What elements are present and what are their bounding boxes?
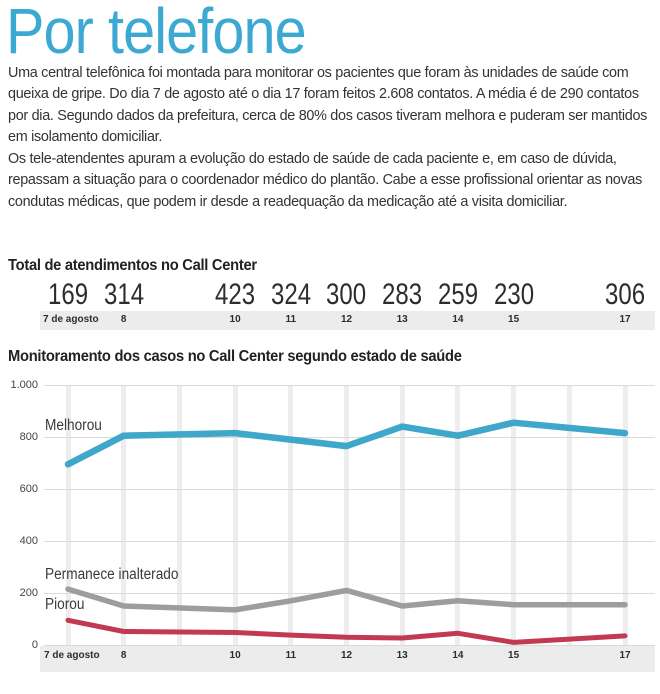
total-value: 300 [302,280,392,310]
total-value: 324 [246,280,336,310]
day-stripe [622,385,628,645]
total-value: 283 [357,280,447,310]
grid-line-y [44,489,655,490]
series-line-permanece-inalterado [65,586,628,613]
total-value: 259 [413,280,503,310]
total-value-text: 259 [437,278,478,311]
y-tick-label: 200 [19,586,38,599]
day-stripe [232,385,238,645]
total-date-label: 10 [229,314,241,325]
x-tick-label: 10 [229,650,241,661]
total-value-text: 230 [493,278,534,311]
x-tick-label: 13 [396,650,408,661]
total-value: 306 [580,280,660,310]
totals-row: 169 314 423 324 300 283 259 230 306 7 de agosto 8 1… [0,278,660,332]
total-date-label: 7 de agosto [43,314,99,325]
total-value-text: 300 [326,278,367,311]
y-tick-label: 0 [31,638,38,651]
x-tick-label: 15 [508,650,520,661]
page-title: Por telefone [6,0,307,67]
total-date-label: 12 [340,314,353,325]
day-stripe [176,385,182,645]
total-value-text: 169 [47,278,89,311]
day-stripe [399,385,405,645]
total-date-label: 8 [120,314,127,325]
total-value: 230 [469,280,559,310]
series-label-permanece-inalterado: Permanece inalterado [45,566,197,584]
grid-line-y [44,437,655,438]
day-stripe [566,385,572,645]
series-line-piorou [65,617,628,645]
line-chart: 0 200 400 600 800 1.000 7 de agosto 8 10 11 12 13 14… [0,374,660,694]
x-tick-label: 14 [452,650,464,661]
y-tick-label: 600 [19,482,38,495]
total-value-text: 283 [382,278,423,311]
grid-line-y [44,541,655,542]
series-label-melhorou: Melhorou [45,417,110,435]
total-value-text: 324 [270,278,311,311]
total-value-text: 314 [103,278,144,311]
total-value: 423 [190,280,280,310]
day-stripe [121,385,127,645]
x-tick-label: 8 [120,650,127,661]
series-label-text: Piorou [45,596,85,613]
x-tick-label: 7 de agosto [44,650,100,661]
day-stripe [288,385,294,645]
x-tick-label: 12 [340,650,353,661]
y-tick-label: 400 [19,534,38,547]
total-value-text: 306 [604,278,646,311]
total-date-label: 13 [396,314,408,325]
totals-axis-band [40,311,655,330]
intro-paragraph-1: Uma central telefônica foi montada para … [8,65,648,145]
total-value: 314 [79,280,169,310]
chart-canvas [64,419,629,645]
series-label-piorou: Piorou [45,596,90,614]
y-tick-label: 1.000 [10,378,38,391]
total-date-label: 17 [619,314,631,325]
y-tick-label: 800 [19,430,38,443]
day-stripe [455,385,461,645]
total-value: 169 [23,280,113,310]
totals-heading: Total de atendimentos no Call Center [8,257,257,274]
day-stripe [344,385,349,645]
chart-heading: Monitoramento dos casos no Call Center s… [8,348,462,365]
series-label-text: Permanece inalterado [45,566,179,583]
series-label-text: Melhorou [45,417,102,434]
total-value-text: 423 [215,278,256,311]
total-date-label: 15 [508,314,520,325]
total-date-label: 14 [452,314,464,325]
x-axis-band [40,645,655,672]
day-stripe [65,385,71,645]
x-tick-label: 17 [619,650,631,661]
intro-paragraph-2: Os tele-atendentes apuram a evolução do … [8,151,642,210]
total-date-label: 11 [285,314,297,325]
series-line-melhorou [64,419,629,468]
day-stripe [511,385,517,645]
grid-line-y [44,385,655,386]
x-tick-label: 11 [285,650,297,661]
